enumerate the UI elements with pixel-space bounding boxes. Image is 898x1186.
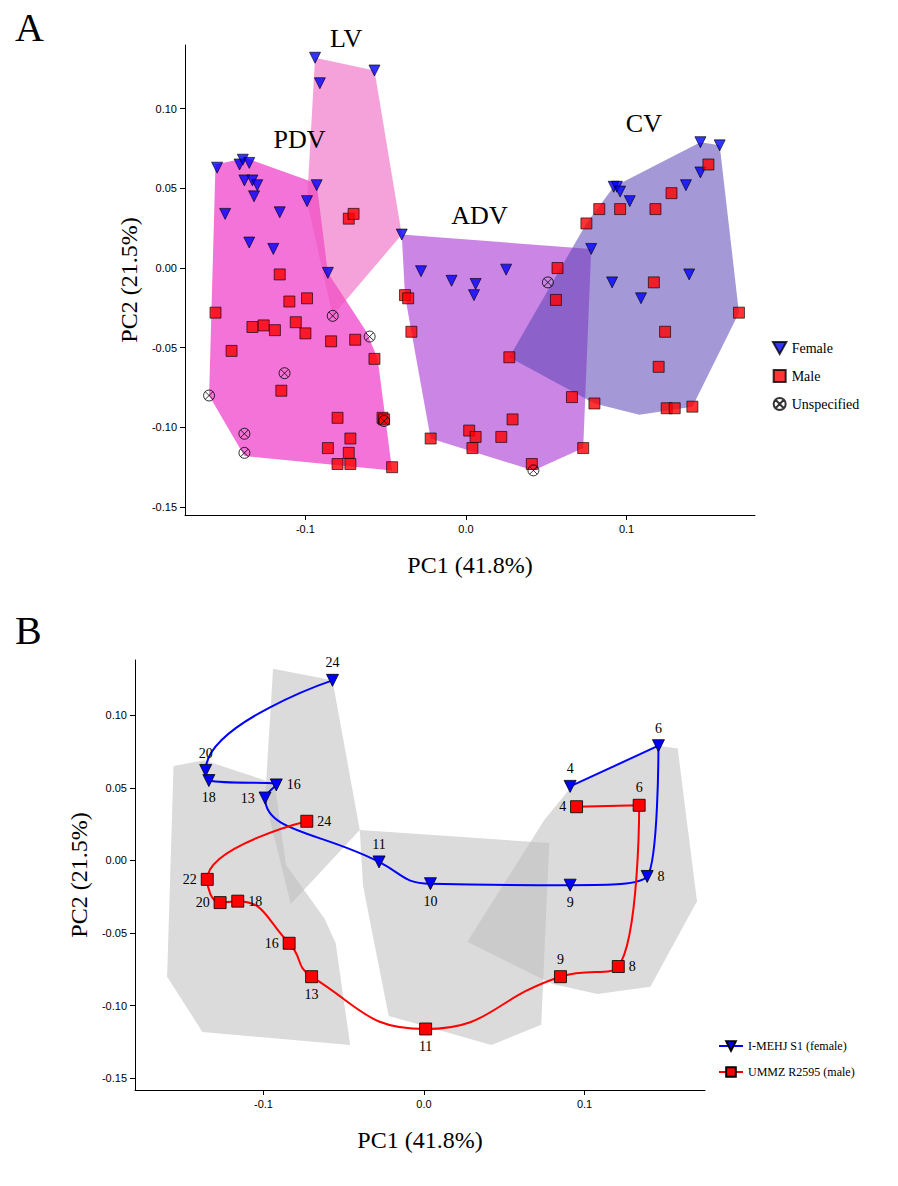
svg-text:6: 6 [655,721,662,736]
svg-text:13: 13 [305,987,319,1002]
svg-text:0.1: 0.1 [619,523,634,535]
svg-text:-0.10: -0.10 [152,421,177,433]
svg-text:4: 4 [567,761,574,776]
svg-text:A: A [15,5,44,50]
svg-text:0.0: 0.0 [458,523,473,535]
svg-text:PC1 (41.8%): PC1 (41.8%) [407,552,532,578]
svg-text:20: 20 [196,895,210,910]
svg-text:CV: CV [626,109,662,138]
svg-text:0.00: 0.00 [106,854,127,866]
svg-text:0.0: 0.0 [416,1098,431,1110]
svg-text:B: B [15,608,42,653]
svg-text:22: 22 [183,872,197,887]
svg-text:-0.1: -0.1 [254,1098,273,1110]
svg-text:9: 9 [567,895,574,910]
svg-text:ADV: ADV [451,201,508,230]
svg-text:PC2 (21.5%): PC2 (21.5%) [116,217,142,342]
svg-text:18: 18 [248,894,262,909]
svg-text:8: 8 [658,869,665,884]
svg-text:18: 18 [202,790,216,805]
svg-text:-0.1: -0.1 [296,523,315,535]
svg-text:0.10: 0.10 [156,103,177,115]
svg-text:LV: LV [330,24,362,53]
svg-text:PDV: PDV [274,125,326,154]
svg-text:-0.10: -0.10 [102,1000,127,1012]
svg-text:-0.05: -0.05 [102,927,127,939]
svg-text:16: 16 [287,777,301,792]
svg-text:PC2 (21.5%): PC2 (21.5%) [66,812,92,937]
svg-text:I-MEHJ S1 (female): I-MEHJ S1 (female) [748,1039,847,1053]
svg-text:24: 24 [325,655,339,670]
svg-text:24: 24 [317,814,331,829]
svg-text:4: 4 [559,799,566,814]
svg-text:16: 16 [265,936,279,951]
svg-text:10: 10 [423,894,437,909]
svg-text:Male: Male [792,369,821,384]
svg-text:8: 8 [629,959,636,974]
svg-text:Unspecified: Unspecified [792,397,860,412]
svg-text:Female: Female [792,341,833,356]
svg-text:0.10: 0.10 [106,709,127,721]
svg-text:0.05: 0.05 [106,782,127,794]
svg-text:-0.15: -0.15 [152,501,177,513]
svg-text:20: 20 [199,746,213,761]
svg-text:6: 6 [636,780,643,795]
svg-text:PC1 (41.8%): PC1 (41.8%) [357,1127,482,1153]
svg-text:0.00: 0.00 [156,262,177,274]
svg-text:13: 13 [241,791,255,806]
svg-text:0.1: 0.1 [577,1098,592,1110]
svg-text:0.05: 0.05 [156,182,177,194]
svg-text:9: 9 [557,952,564,967]
svg-text:-0.05: -0.05 [152,342,177,354]
svg-text:11: 11 [372,837,385,852]
svg-text:-0.15: -0.15 [102,1072,127,1084]
svg-text:UMMZ R2595 (male): UMMZ R2595 (male) [748,1065,855,1079]
svg-text:11: 11 [419,1039,432,1054]
